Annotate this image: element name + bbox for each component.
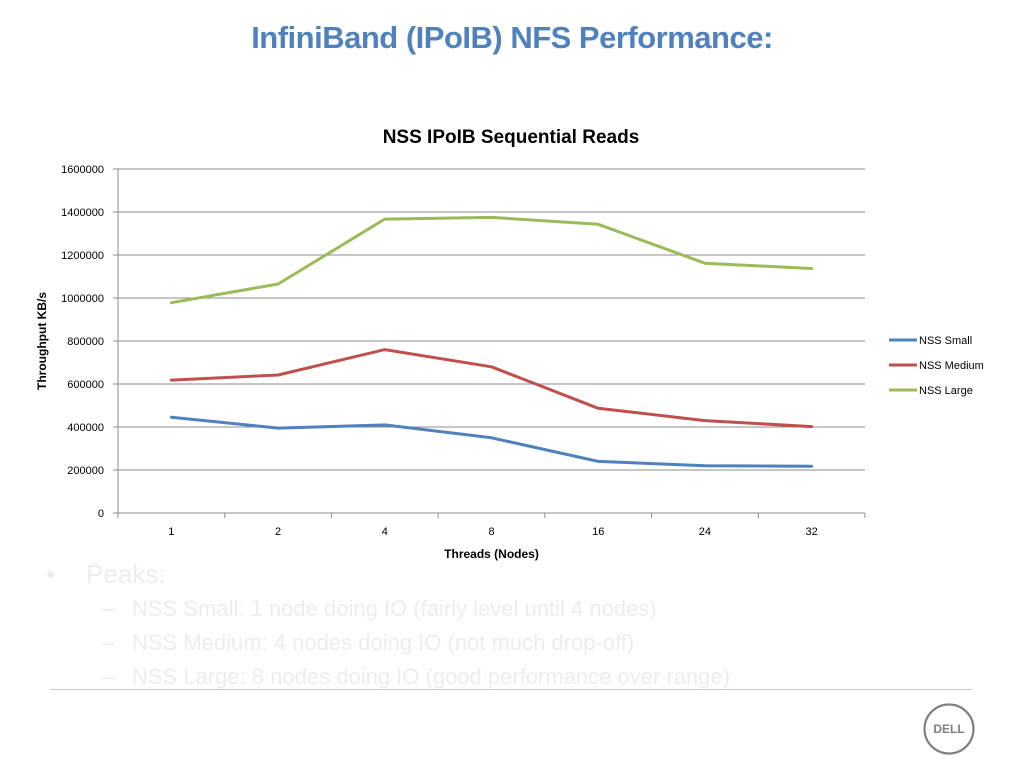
chart-title: NSS IPoIB Sequential Reads (383, 127, 640, 148)
sub-bullet-marker: – (102, 664, 115, 689)
bullet-list: • Peaks: – NSS Small: 1 node doing IO (f… (46, 556, 976, 694)
y-tick-label: 1200000 (61, 250, 104, 262)
bullet-nss-small-text: NSS Small: 1 node doing IO (fairly level… (132, 596, 657, 621)
y-tick-label: 1400000 (61, 207, 104, 219)
y-tick-label: 1600000 (61, 164, 104, 176)
y-tick-label: 600000 (67, 379, 104, 391)
bullet-marker: • (46, 559, 56, 589)
legend-label: NSS Small (919, 335, 972, 347)
x-tick-label: 24 (699, 526, 711, 538)
legend-label: NSS Large (919, 385, 973, 397)
y-tick-label: 0 (98, 508, 104, 520)
y-tick-label: 400000 (67, 422, 104, 434)
legend-label: NSS Medium (919, 360, 984, 372)
x-tick-label: 32 (806, 526, 818, 538)
dell-logo-text: DELL (933, 722, 964, 736)
footer-divider (50, 689, 972, 690)
bullet-peaks-text: Peaks: (86, 559, 166, 589)
x-tick-label: 8 (488, 526, 494, 538)
bullet-nss-medium-text: NSS Medium: 4 nodes doing IO (not much d… (132, 630, 635, 655)
line-chart: NSS IPoIB Sequential Reads 0 200000 400000 6… (35, 127, 984, 561)
dell-logo-ring (923, 703, 975, 755)
x-tick-label: 16 (592, 526, 604, 538)
x-tick-label: 4 (382, 526, 388, 538)
bullet-nss-large: – NSS Large: 8 nodes doing IO (good perf… (46, 660, 976, 694)
sub-bullet-marker: – (102, 596, 115, 621)
bullet-nss-medium: – NSS Medium: 4 nodes doing IO (not much… (46, 626, 976, 660)
bullet-nss-small: – NSS Small: 1 node doing IO (fairly lev… (46, 592, 976, 626)
x-tick-label: 2 (275, 526, 281, 538)
series-line-nss-large (169, 215, 814, 305)
y-tick-label: 800000 (67, 336, 104, 348)
series-line-nss-small (169, 415, 814, 468)
slide-title: InfiniBand (IPoIB) NFS Performance: (251, 20, 773, 55)
x-tick-label: 1 (168, 526, 174, 538)
x-axis-title: Threads (Nodes) (444, 547, 539, 561)
y-axis-title: Throughput KB/s (35, 292, 49, 390)
y-tick-label: 1000000 (61, 293, 104, 305)
bullet-nss-large-text: NSS Large: 8 nodes doing IO (good perfor… (132, 664, 731, 689)
bullet-peaks: • Peaks: (46, 556, 976, 592)
sub-bullet-marker: – (102, 630, 115, 655)
dell-logo: DELL (923, 703, 975, 755)
series-line-nss-medium (169, 348, 814, 429)
y-tick-label: 200000 (67, 465, 104, 477)
